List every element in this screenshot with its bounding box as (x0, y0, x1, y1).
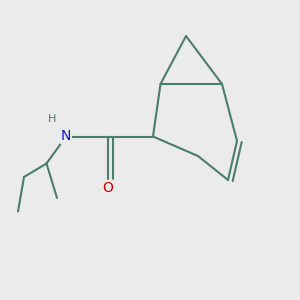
Text: H: H (48, 113, 57, 124)
Text: N: N (61, 130, 71, 143)
Text: O: O (103, 181, 113, 194)
